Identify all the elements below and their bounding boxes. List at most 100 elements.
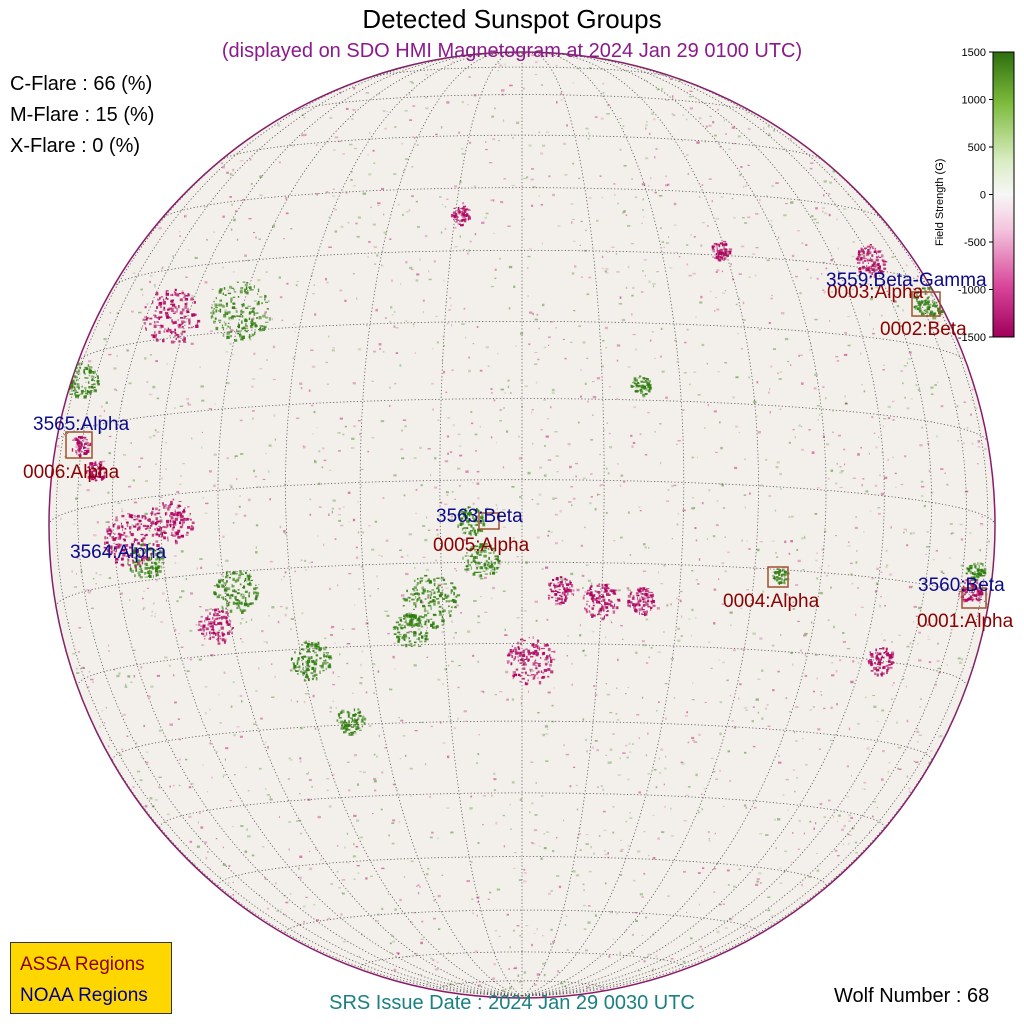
plage-speckle — [482, 516, 485, 519]
field-speckle — [856, 550, 858, 552]
field-speckle — [906, 719, 909, 723]
field-speckle — [186, 670, 190, 672]
field-speckle — [889, 573, 893, 576]
plage-speckle — [128, 514, 133, 518]
field-speckle — [337, 514, 341, 516]
field-speckle — [429, 836, 433, 839]
field-speckle — [271, 606, 275, 609]
plage-speckle — [183, 315, 186, 319]
field-speckle — [927, 635, 929, 637]
field-speckle — [116, 674, 120, 678]
field-speckle — [692, 739, 695, 742]
plage-speckle — [601, 617, 605, 621]
field-speckle — [493, 778, 497, 781]
plage-speckle — [137, 542, 140, 545]
plage-speckle — [427, 579, 431, 582]
plage-speckle — [400, 627, 404, 630]
plage-speckle — [477, 530, 479, 534]
field-speckle — [579, 634, 582, 637]
plage-speckle — [473, 518, 476, 522]
field-speckle — [128, 485, 132, 488]
field-speckle — [868, 452, 870, 455]
plage-speckle — [111, 536, 114, 539]
field-speckle — [178, 758, 181, 761]
plage-speckle — [174, 331, 177, 335]
field-speckle — [622, 211, 625, 214]
field-speckle — [179, 596, 183, 599]
field-speckle — [632, 441, 636, 444]
field-speckle — [513, 537, 515, 539]
field-speckle — [578, 421, 580, 424]
plage-speckle — [234, 572, 238, 575]
plage-speckle — [141, 515, 144, 519]
plage-speckle — [535, 644, 538, 648]
field-speckle — [481, 221, 485, 224]
plage-speckle — [444, 593, 446, 597]
field-speckle — [527, 255, 531, 258]
field-speckle — [822, 261, 826, 264]
plage-speckle — [927, 296, 930, 298]
plage-speckle — [134, 574, 136, 578]
field-speckle — [433, 899, 435, 902]
field-speckle — [220, 574, 223, 576]
field-speckle — [95, 380, 98, 382]
field-speckle — [867, 283, 870, 285]
field-speckle — [184, 214, 187, 218]
plage-speckle — [975, 578, 979, 581]
plage-speckle — [163, 505, 165, 509]
plage-speckle — [154, 549, 157, 552]
plage-speckle — [974, 565, 976, 569]
plage-speckle — [190, 298, 194, 301]
field-speckle — [657, 571, 660, 574]
field-speckle — [470, 422, 474, 425]
field-speckle — [383, 231, 387, 234]
plage-speckle — [215, 304, 219, 306]
plage-speckle — [412, 621, 414, 625]
plage-speckle — [419, 640, 423, 643]
plage-speckle — [218, 319, 222, 322]
plage-speckle — [177, 318, 179, 321]
field-speckle — [485, 346, 489, 349]
plage-speckle — [134, 515, 136, 518]
plage-speckle — [537, 663, 541, 667]
plage-speckle — [180, 317, 184, 319]
field-speckle — [397, 913, 399, 915]
plage-speckle — [403, 633, 407, 637]
field-speckle — [873, 705, 877, 708]
field-speckle — [545, 733, 549, 735]
field-speckle — [757, 678, 761, 680]
field-speckle — [742, 217, 745, 219]
field-speckle — [544, 445, 546, 447]
plage-speckle — [193, 326, 194, 328]
field-speckle — [132, 649, 136, 651]
field-speckle — [698, 117, 702, 120]
field-speckle — [644, 453, 647, 456]
plage-speckle — [167, 307, 171, 311]
field-speckle — [517, 974, 520, 977]
plage-speckle — [209, 636, 211, 638]
field-speckle — [500, 201, 504, 204]
plage-speckle — [199, 628, 203, 631]
plage-speckle — [418, 637, 420, 641]
field-speckle — [299, 855, 303, 858]
field-speckle — [452, 636, 455, 639]
field-speckle — [797, 230, 800, 232]
field-speckle — [815, 222, 819, 224]
field-speckle — [865, 490, 869, 493]
field-speckle — [168, 664, 171, 668]
field-speckle — [817, 419, 819, 421]
field-speckle — [308, 850, 311, 853]
field-speckle — [435, 968, 439, 971]
plage-speckle — [112, 549, 115, 551]
field-speckle — [182, 463, 185, 465]
plage-speckle — [415, 596, 417, 599]
field-speckle — [132, 479, 135, 482]
plage-speckle — [453, 587, 457, 590]
field-speckle — [476, 482, 480, 485]
field-speckle — [218, 694, 220, 696]
field-speckle — [665, 184, 668, 187]
field-speckle — [274, 675, 276, 679]
plage-speckle — [154, 565, 156, 569]
field-speckle — [433, 260, 436, 263]
plage-speckle — [191, 521, 195, 525]
